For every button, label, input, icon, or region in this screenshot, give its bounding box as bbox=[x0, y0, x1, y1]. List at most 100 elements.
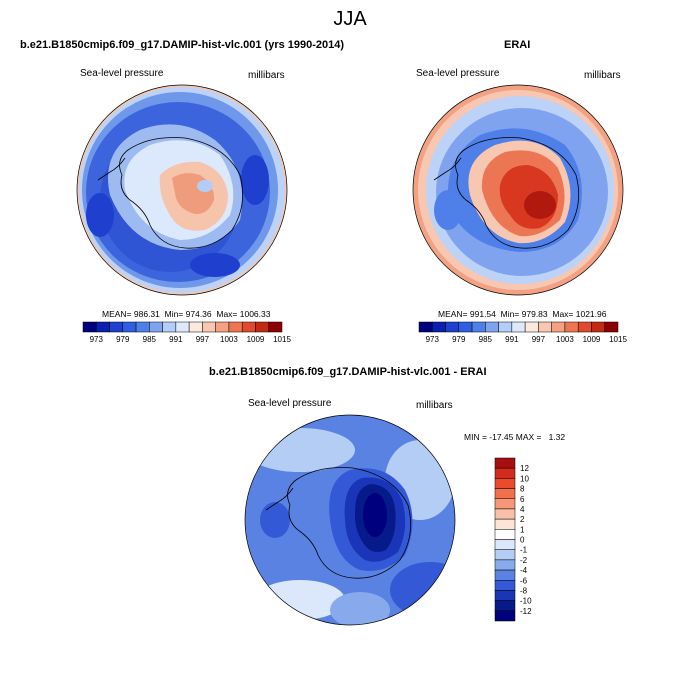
panel2-colorbar-box bbox=[471, 321, 486, 333]
panel3-colorbar-tick-label: 8 bbox=[520, 485, 525, 494]
panel2-peninsula-coastline bbox=[433, 157, 462, 181]
panel3-colorbar-tick-label: -1 bbox=[520, 546, 528, 555]
panel3-max: 1.32 bbox=[548, 432, 566, 442]
panel2-colorbar-box bbox=[564, 321, 579, 333]
panel3-map-border bbox=[244, 414, 456, 626]
panel3-colorbar-tick-label: -8 bbox=[520, 586, 528, 595]
panel1-colorbar-box bbox=[135, 321, 150, 333]
panel1-colorbar-box bbox=[96, 321, 110, 333]
panel3-colorbar-tick-label: -6 bbox=[520, 576, 528, 585]
panel3-min: -17.45 bbox=[489, 432, 514, 442]
panel3-colorbar-tick-label: 0 bbox=[520, 536, 525, 545]
panel1-colorbar-tick-label: 979 bbox=[116, 335, 130, 344]
panel2-max: 1021.96 bbox=[575, 309, 607, 319]
panel3-colorbar-box bbox=[494, 549, 516, 561]
panel2-colorbar-box bbox=[445, 321, 460, 333]
panel2-min: 979.83 bbox=[521, 309, 548, 319]
panel3-colorbar-box bbox=[494, 498, 516, 510]
panel1-colorbar-box bbox=[241, 321, 256, 333]
season-title: JJA bbox=[333, 8, 367, 30]
panel3-colorbar-tick-label: 10 bbox=[520, 474, 529, 483]
panel2-colorbar-box bbox=[458, 321, 473, 333]
panel2-colorbar-box bbox=[511, 321, 526, 333]
panel3-stats: MIN = -17.45 MAX = 1.32 bbox=[464, 432, 566, 442]
panel3-colorbar-box bbox=[494, 580, 516, 591]
panel1-colorbar-tick-label: 985 bbox=[143, 335, 157, 344]
panel1-variable-label: Sea-level pressure bbox=[80, 68, 164, 79]
panel1-units-label: millibars bbox=[248, 70, 285, 81]
panel1-colorbar-tick-label: 1015 bbox=[273, 335, 291, 344]
panel1-title: b.e21.B1850cmip6.f09_g17.DAMIP-hist-vlc.… bbox=[20, 39, 345, 51]
panel2-colorbar-tick-label: 1009 bbox=[583, 335, 601, 344]
panel2-mean: 991.54 bbox=[469, 309, 496, 319]
panel3-colorbar-box bbox=[494, 610, 516, 622]
panel3-units-label: millibars bbox=[416, 400, 453, 411]
panel2-map bbox=[413, 85, 623, 295]
panel1-mean: 986.31 bbox=[133, 309, 160, 319]
panel1-map-border bbox=[76, 84, 288, 296]
panel3-colorbar-box bbox=[494, 600, 516, 612]
panel2-colorbar-box bbox=[551, 321, 566, 333]
panel3-colorbar-box bbox=[494, 478, 516, 489]
panel2-stats: MEAN= 991.54 Min= 979.83 Max= 1021.96 bbox=[438, 309, 607, 319]
panel1-colorbar-box bbox=[202, 321, 216, 333]
panel3-colorbar-box bbox=[494, 590, 516, 601]
panel3-colorbar-box bbox=[494, 488, 516, 499]
panel3-colorbar-tick-label: 1 bbox=[520, 525, 525, 534]
panel2-title: ERAI bbox=[504, 39, 531, 51]
panel1-colorbar-tick-label: 997 bbox=[196, 335, 210, 344]
panel1-colorbar-box bbox=[228, 321, 243, 333]
panel2-colorbar-box bbox=[538, 321, 552, 333]
panel3-colorbar-box bbox=[494, 508, 516, 520]
panel1-peninsula-coastline bbox=[97, 157, 126, 181]
panel1-colorbar-box bbox=[255, 321, 269, 333]
panel3-variable-label: Sea-level pressure bbox=[248, 398, 332, 409]
panel1-colorbar-box bbox=[149, 321, 163, 333]
panel1-colorbar-box bbox=[188, 321, 203, 333]
panel2-colorbar-box bbox=[418, 321, 433, 333]
panel1-colorbar-box bbox=[122, 321, 137, 333]
panel2-colorbar: 973 979 985 991 997 1003 1009 1015 bbox=[418, 321, 627, 344]
panel3-colorbar-tick-label: 2 bbox=[520, 515, 525, 524]
panel1-colorbar: 973 979 985 991 997 1003 1009 1015 bbox=[82, 321, 291, 344]
panel3-map bbox=[245, 415, 455, 625]
panel1-colorbar-box bbox=[82, 321, 97, 333]
panel2-colorbar-box bbox=[577, 321, 592, 333]
panel1-max: 1006.33 bbox=[239, 309, 271, 319]
panel1-colorbar-box bbox=[175, 321, 190, 333]
panel2-colorbar-box bbox=[485, 321, 499, 333]
panel1-colorbar-tick-label: 991 bbox=[169, 335, 183, 344]
panel2-colorbar-tick-label: 973 bbox=[426, 335, 440, 344]
panel3-colorbar-box bbox=[494, 559, 516, 571]
panel3-colorbar-tick-label: -10 bbox=[520, 597, 532, 606]
panel1-colorbar-box bbox=[162, 321, 177, 333]
panel1-coastline bbox=[119, 137, 244, 249]
panel2-colorbar-tick-label: 1015 bbox=[609, 335, 627, 344]
panel1-colorbar-tick-label: 973 bbox=[90, 335, 104, 344]
panel2-colorbar-tick-label: 985 bbox=[479, 335, 493, 344]
panel1-colorbar-box bbox=[215, 321, 230, 333]
panel2-units-label: millibars bbox=[584, 70, 621, 81]
panel3-colorbar-tick-label: -12 bbox=[520, 607, 532, 616]
panel3-colorbar-box bbox=[494, 518, 516, 530]
panel2-colorbar-box bbox=[432, 321, 446, 333]
panel3-colorbar-tick-label: 4 bbox=[520, 505, 525, 514]
panel2-colorbar-tick-label: 979 bbox=[452, 335, 466, 344]
panel3-peninsula-coastline bbox=[265, 487, 294, 511]
panel2-colorbar-box bbox=[524, 321, 539, 333]
panel2-colorbar-tick-label: 997 bbox=[532, 335, 546, 344]
panel3-colorbar-box bbox=[494, 569, 516, 581]
panel2-colorbar-box bbox=[604, 321, 619, 333]
panel3-colorbar-tick-label: -4 bbox=[520, 566, 528, 575]
panel1-min: 974.36 bbox=[185, 309, 212, 319]
panel1-stats: MEAN= 986.31 Min= 974.36 Max= 1006.33 bbox=[102, 309, 271, 319]
panel3-colorbar-tick-label: 12 bbox=[520, 464, 529, 473]
panel3-colorbar-box bbox=[494, 467, 516, 479]
panel3-colorbar-tick-label: -2 bbox=[520, 556, 528, 565]
panel1-colorbar-box bbox=[268, 321, 283, 333]
panel2-map-border bbox=[412, 84, 624, 296]
panel3-colorbar-box bbox=[494, 539, 516, 550]
panel2-colorbar-tick-label: 991 bbox=[505, 335, 519, 344]
